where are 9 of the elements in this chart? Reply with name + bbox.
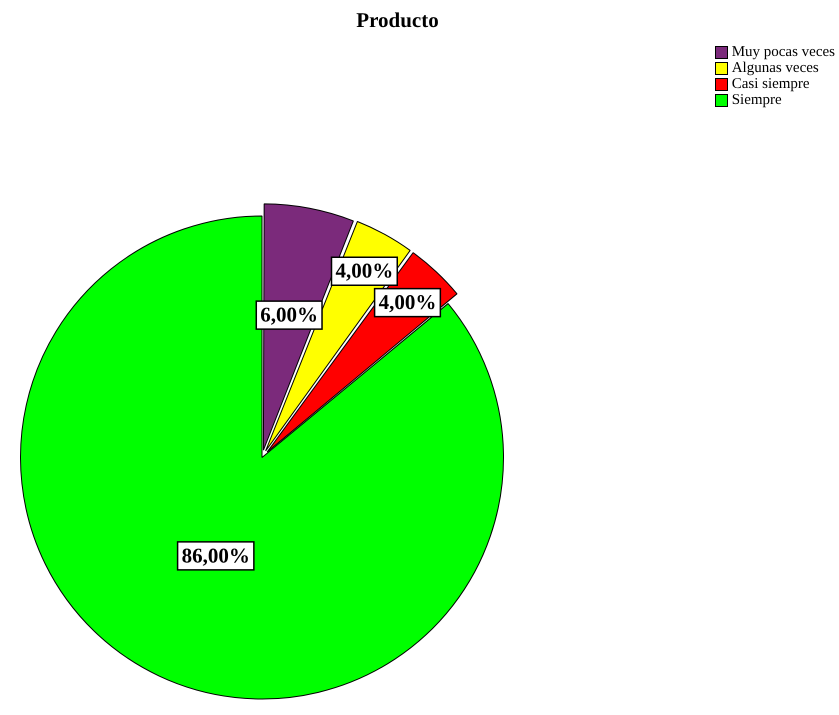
data-label: 6,00% [260, 302, 318, 327]
chart-title: Producto [355, 8, 440, 33]
legend-label: Siempre [732, 92, 782, 108]
data-label: 86,00% [182, 543, 250, 568]
data-label: 4,00% [336, 258, 394, 283]
legend-label: Algunas veces [732, 60, 819, 76]
legend-label: Muy pocas veces [732, 44, 835, 60]
data-label: 4,00% [378, 290, 436, 314]
legend-label: Casi siempre [732, 76, 810, 92]
